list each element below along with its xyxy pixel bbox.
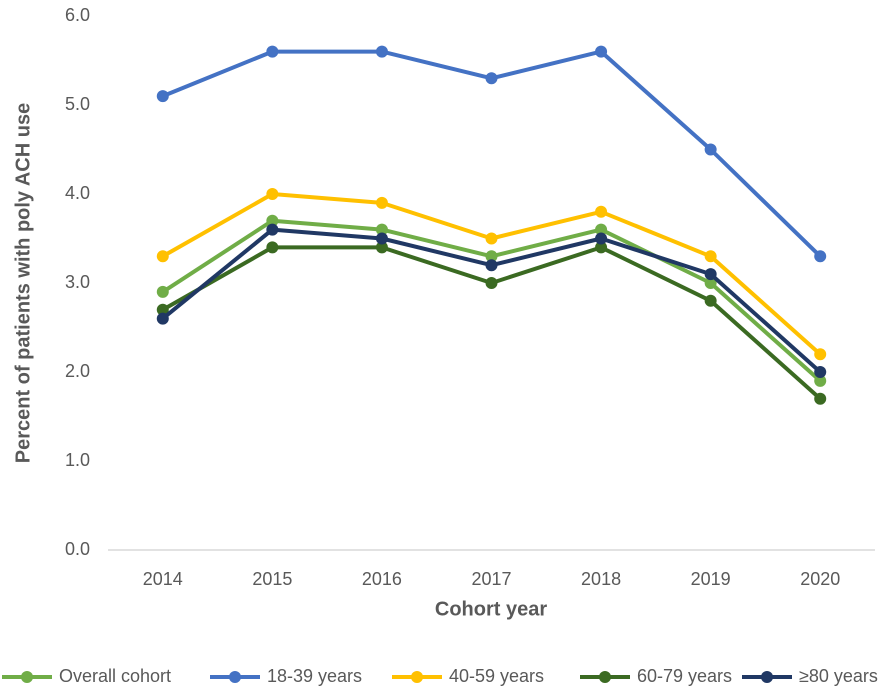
data-point	[485, 232, 498, 245]
data-point	[704, 294, 717, 307]
data-point	[156, 285, 169, 298]
series-line	[161, 218, 822, 383]
data-point	[266, 45, 279, 58]
data-point	[595, 241, 608, 254]
data-point	[704, 250, 717, 263]
legend-label: 60-79 years	[637, 666, 732, 686]
legend-label: 40-59 years	[449, 666, 544, 686]
data-point	[156, 312, 169, 325]
x-tick-label: 2020	[800, 569, 840, 589]
data-point	[485, 259, 498, 272]
legend-marker	[21, 671, 33, 683]
y-tick-label: 6.0	[65, 5, 90, 25]
x-tick-label: 2017	[471, 569, 511, 589]
legend-marker	[599, 671, 611, 683]
data-point	[266, 188, 279, 200]
data-point	[375, 223, 388, 236]
x-tick-label: 2014	[143, 569, 183, 589]
data-point	[814, 392, 827, 405]
legend-marker	[229, 671, 241, 683]
x-axis-title: Cohort year	[435, 598, 547, 620]
data-point	[595, 232, 608, 245]
x-tick-label: 2018	[581, 569, 621, 589]
data-point	[704, 143, 717, 156]
data-point	[266, 241, 279, 254]
data-point	[595, 205, 608, 218]
y-tick-label: 1.0	[65, 450, 90, 470]
y-tick-label: 0.0	[65, 539, 90, 559]
data-point	[375, 45, 388, 58]
data-point	[595, 223, 608, 236]
data-point	[814, 366, 827, 378]
series-line	[161, 192, 822, 356]
data-point	[814, 374, 827, 387]
data-point	[266, 214, 279, 227]
data-point	[595, 45, 608, 58]
data-point	[814, 348, 827, 361]
legend-label: 18-39 years	[267, 666, 362, 686]
data-point	[375, 241, 388, 254]
data-point	[156, 90, 169, 103]
y-axis-title: Percent of patients with poly ACH use	[12, 103, 34, 463]
data-point	[485, 250, 498, 263]
y-tick-label: 2.0	[65, 361, 90, 381]
data-point	[704, 268, 717, 281]
x-tick-label: 2015	[252, 569, 292, 589]
data-point	[485, 72, 498, 85]
y-tick-label: 5.0	[65, 94, 90, 114]
data-point	[485, 277, 498, 289]
legend-label: Overall cohort	[59, 666, 171, 686]
y-tick-label: 3.0	[65, 272, 90, 292]
data-point	[814, 250, 827, 263]
data-point	[156, 250, 169, 263]
data-point	[156, 303, 169, 316]
legend-marker	[411, 671, 423, 683]
data-point	[375, 232, 388, 245]
legend-label: ≥80 years	[799, 666, 878, 686]
data-point	[375, 196, 388, 209]
x-tick-label: 2019	[691, 569, 731, 589]
legend-marker	[761, 671, 773, 683]
y-tick-label: 4.0	[65, 183, 90, 203]
data-point	[704, 277, 717, 289]
x-tick-label: 2016	[362, 569, 402, 589]
data-point	[266, 223, 279, 236]
